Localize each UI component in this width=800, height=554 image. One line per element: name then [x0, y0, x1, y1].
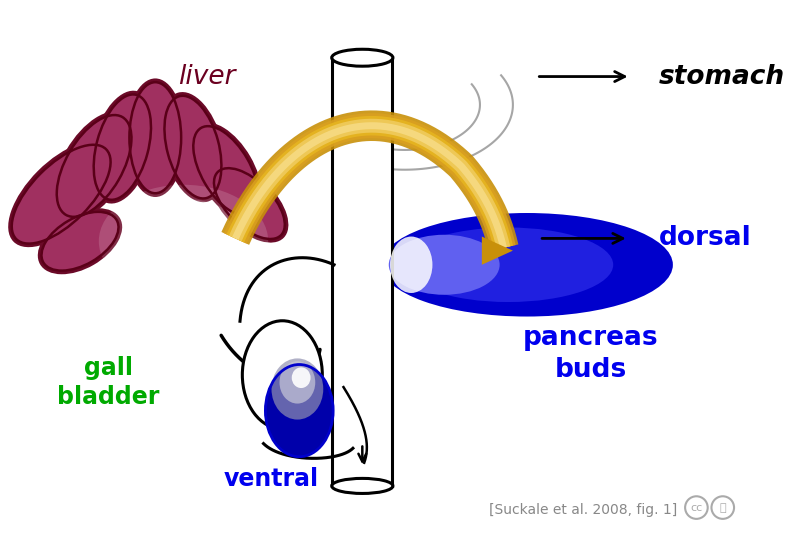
- Ellipse shape: [141, 213, 226, 269]
- Text: [Suckale et al. 2008, fig. 1]: [Suckale et al. 2008, fig. 1]: [490, 503, 678, 517]
- Ellipse shape: [292, 367, 310, 388]
- Ellipse shape: [126, 79, 185, 197]
- Ellipse shape: [190, 122, 262, 219]
- Ellipse shape: [389, 235, 500, 295]
- Ellipse shape: [210, 165, 288, 243]
- Ellipse shape: [161, 92, 225, 202]
- Ellipse shape: [390, 237, 433, 293]
- Ellipse shape: [332, 49, 393, 66]
- Text: ⓘ: ⓘ: [719, 502, 726, 512]
- Ellipse shape: [12, 145, 110, 244]
- Bar: [332, 58, 394, 486]
- Text: cc: cc: [690, 502, 702, 512]
- Ellipse shape: [130, 82, 181, 193]
- Ellipse shape: [38, 208, 122, 274]
- Ellipse shape: [90, 91, 154, 203]
- Ellipse shape: [94, 94, 151, 200]
- Ellipse shape: [166, 229, 201, 253]
- Text: stomach: stomach: [658, 64, 785, 90]
- Polygon shape: [482, 237, 513, 265]
- Ellipse shape: [214, 168, 285, 239]
- Text: liver: liver: [178, 64, 236, 90]
- Ellipse shape: [271, 358, 323, 419]
- Ellipse shape: [242, 321, 322, 429]
- Ellipse shape: [266, 365, 333, 456]
- Ellipse shape: [57, 115, 131, 217]
- Text: pancreas
buds: pancreas buds: [523, 325, 659, 383]
- Ellipse shape: [120, 199, 247, 284]
- Text: ventral: ventral: [223, 468, 318, 491]
- Ellipse shape: [42, 212, 118, 270]
- Ellipse shape: [53, 111, 135, 220]
- Ellipse shape: [99, 185, 268, 297]
- Ellipse shape: [155, 222, 212, 260]
- Ellipse shape: [279, 361, 315, 403]
- Ellipse shape: [194, 126, 258, 215]
- Ellipse shape: [403, 228, 614, 302]
- Ellipse shape: [165, 96, 222, 198]
- Text: dorsal: dorsal: [658, 225, 751, 252]
- Ellipse shape: [8, 141, 114, 247]
- Ellipse shape: [381, 213, 673, 316]
- Text: gall
bladder: gall bladder: [57, 356, 159, 409]
- Ellipse shape: [332, 479, 393, 494]
